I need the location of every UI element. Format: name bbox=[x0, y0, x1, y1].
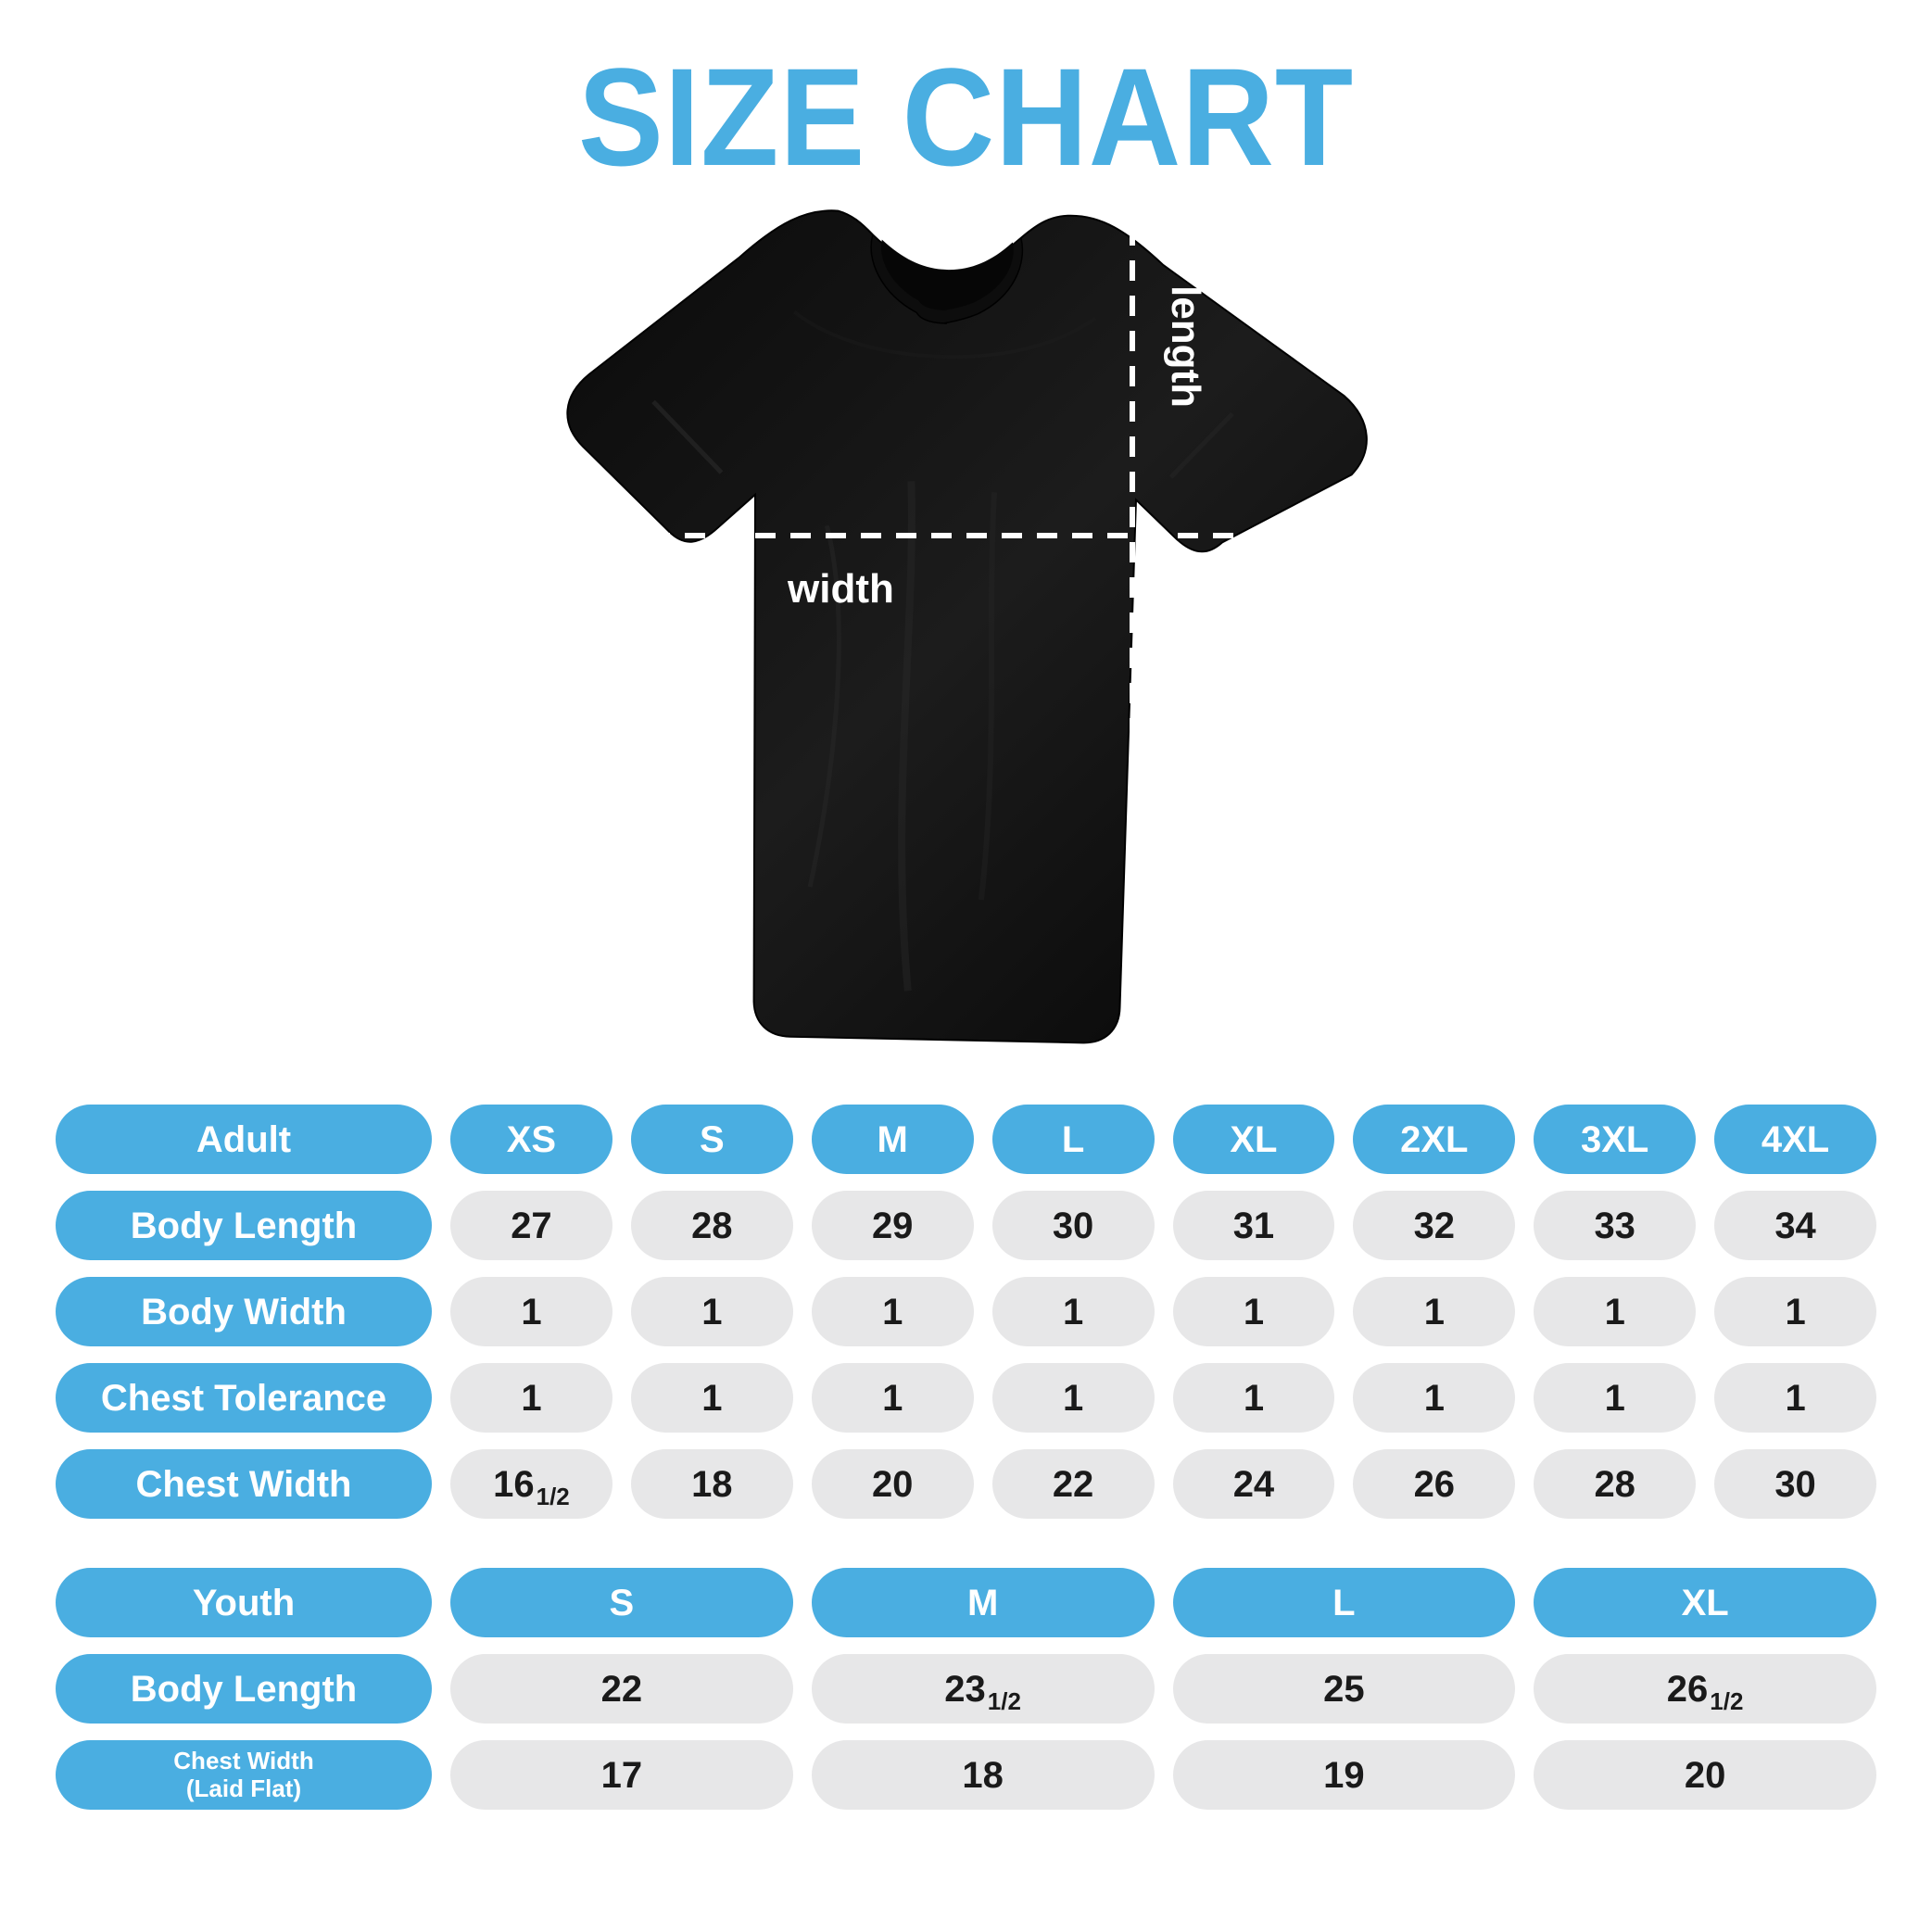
svg-text:width: width bbox=[787, 566, 894, 612]
svg-text:length: length bbox=[1163, 285, 1208, 408]
